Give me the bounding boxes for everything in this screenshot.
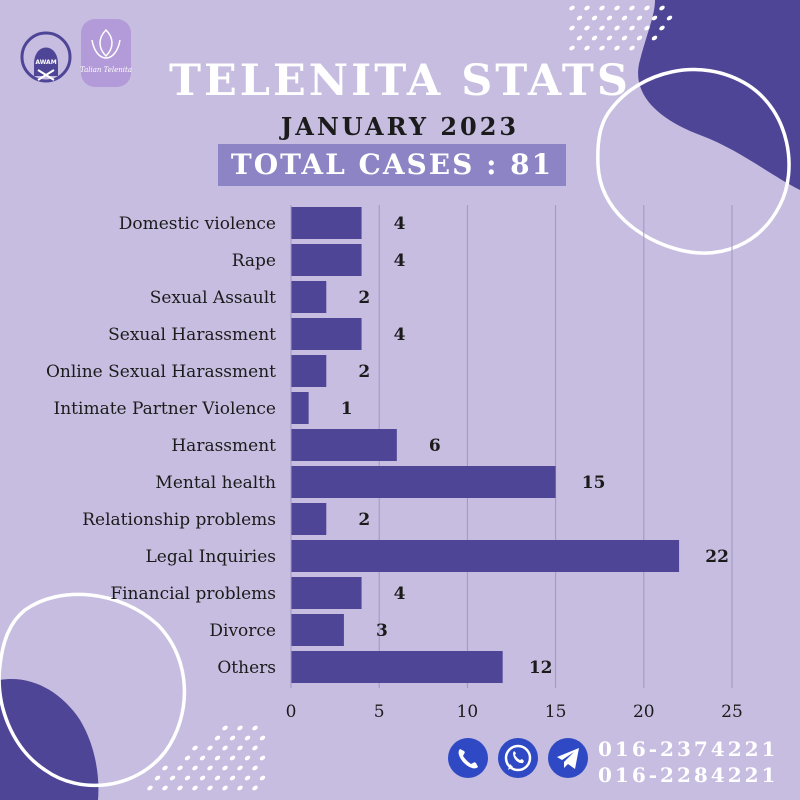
bar bbox=[291, 318, 362, 350]
bar bbox=[291, 281, 327, 313]
data-label: 12 bbox=[529, 658, 553, 678]
bar bbox=[291, 651, 503, 683]
bar bbox=[291, 244, 362, 276]
category-label: Online Sexual Harassment bbox=[46, 362, 276, 382]
bar bbox=[291, 392, 309, 424]
top-right-outline-shape bbox=[596, 67, 791, 255]
data-label: 4 bbox=[394, 325, 406, 345]
talian-telenita-logo-text: Talian Telenita bbox=[80, 66, 132, 74]
bar bbox=[291, 429, 397, 461]
telegram-icon bbox=[548, 738, 588, 778]
page-title: TELENITA STATS bbox=[169, 56, 631, 106]
category-label: Sexual Harassment bbox=[108, 325, 276, 345]
total-cases-badge: TOTAL CASES : 81 bbox=[218, 144, 566, 186]
data-label: 4 bbox=[394, 214, 406, 234]
x-tick-label: 20 bbox=[633, 702, 655, 722]
bar bbox=[291, 614, 344, 646]
x-tick-label: 15 bbox=[545, 702, 567, 722]
category-label: Relationship problems bbox=[82, 510, 276, 530]
category-label: Intimate Partner Violence bbox=[54, 399, 276, 419]
category-label: Others bbox=[217, 658, 276, 678]
bar bbox=[291, 540, 680, 572]
x-tick-label: 0 bbox=[286, 702, 297, 722]
x-tick-label: 5 bbox=[374, 702, 385, 722]
talian-telenita-logo: Talian Telenita bbox=[80, 19, 132, 87]
data-label: 4 bbox=[394, 251, 406, 271]
dot-pattern-bottom bbox=[147, 725, 266, 791]
data-label: 22 bbox=[705, 547, 729, 567]
bar bbox=[291, 355, 327, 387]
category-label: Harassment bbox=[171, 436, 276, 456]
data-label: 6 bbox=[429, 436, 441, 456]
phone-number-2[interactable]: 016-2284221 bbox=[598, 763, 779, 787]
data-label: 1 bbox=[341, 399, 353, 419]
bar bbox=[291, 207, 362, 239]
data-label: 4 bbox=[394, 584, 406, 604]
contact-icons bbox=[448, 738, 588, 778]
bar bbox=[291, 503, 327, 535]
x-tick-label: 10 bbox=[457, 702, 479, 722]
x-tick-label: 25 bbox=[721, 702, 743, 722]
data-label: 2 bbox=[358, 362, 370, 382]
bar bbox=[291, 577, 362, 609]
whatsapp-icon bbox=[498, 738, 538, 778]
category-label: Divorce bbox=[209, 621, 276, 641]
category-label: Rape bbox=[232, 251, 276, 271]
bottom-left-blob bbox=[0, 679, 99, 800]
phone-icon bbox=[448, 738, 488, 778]
data-label: 2 bbox=[358, 288, 370, 308]
awam-logo: AWAM bbox=[20, 31, 72, 83]
data-label: 2 bbox=[358, 510, 370, 530]
data-label: 15 bbox=[582, 473, 606, 493]
category-label: Legal Inquiries bbox=[146, 547, 277, 567]
dot-pattern-top bbox=[569, 5, 673, 51]
category-label: Sexual Assault bbox=[150, 288, 276, 308]
data-label: 3 bbox=[376, 621, 388, 641]
top-right-blob bbox=[638, 0, 800, 190]
category-label: Mental health bbox=[155, 473, 276, 493]
page-subtitle: JANUARY 2023 bbox=[280, 112, 520, 141]
bar bbox=[291, 466, 556, 498]
phone-number-1[interactable]: 016-2374221 bbox=[598, 737, 779, 761]
category-label: Domestic violence bbox=[119, 214, 276, 234]
bottom-left-outline-shape bbox=[0, 592, 187, 788]
awam-logo-text: AWAM bbox=[35, 59, 56, 66]
category-label: Financial problems bbox=[110, 584, 276, 604]
